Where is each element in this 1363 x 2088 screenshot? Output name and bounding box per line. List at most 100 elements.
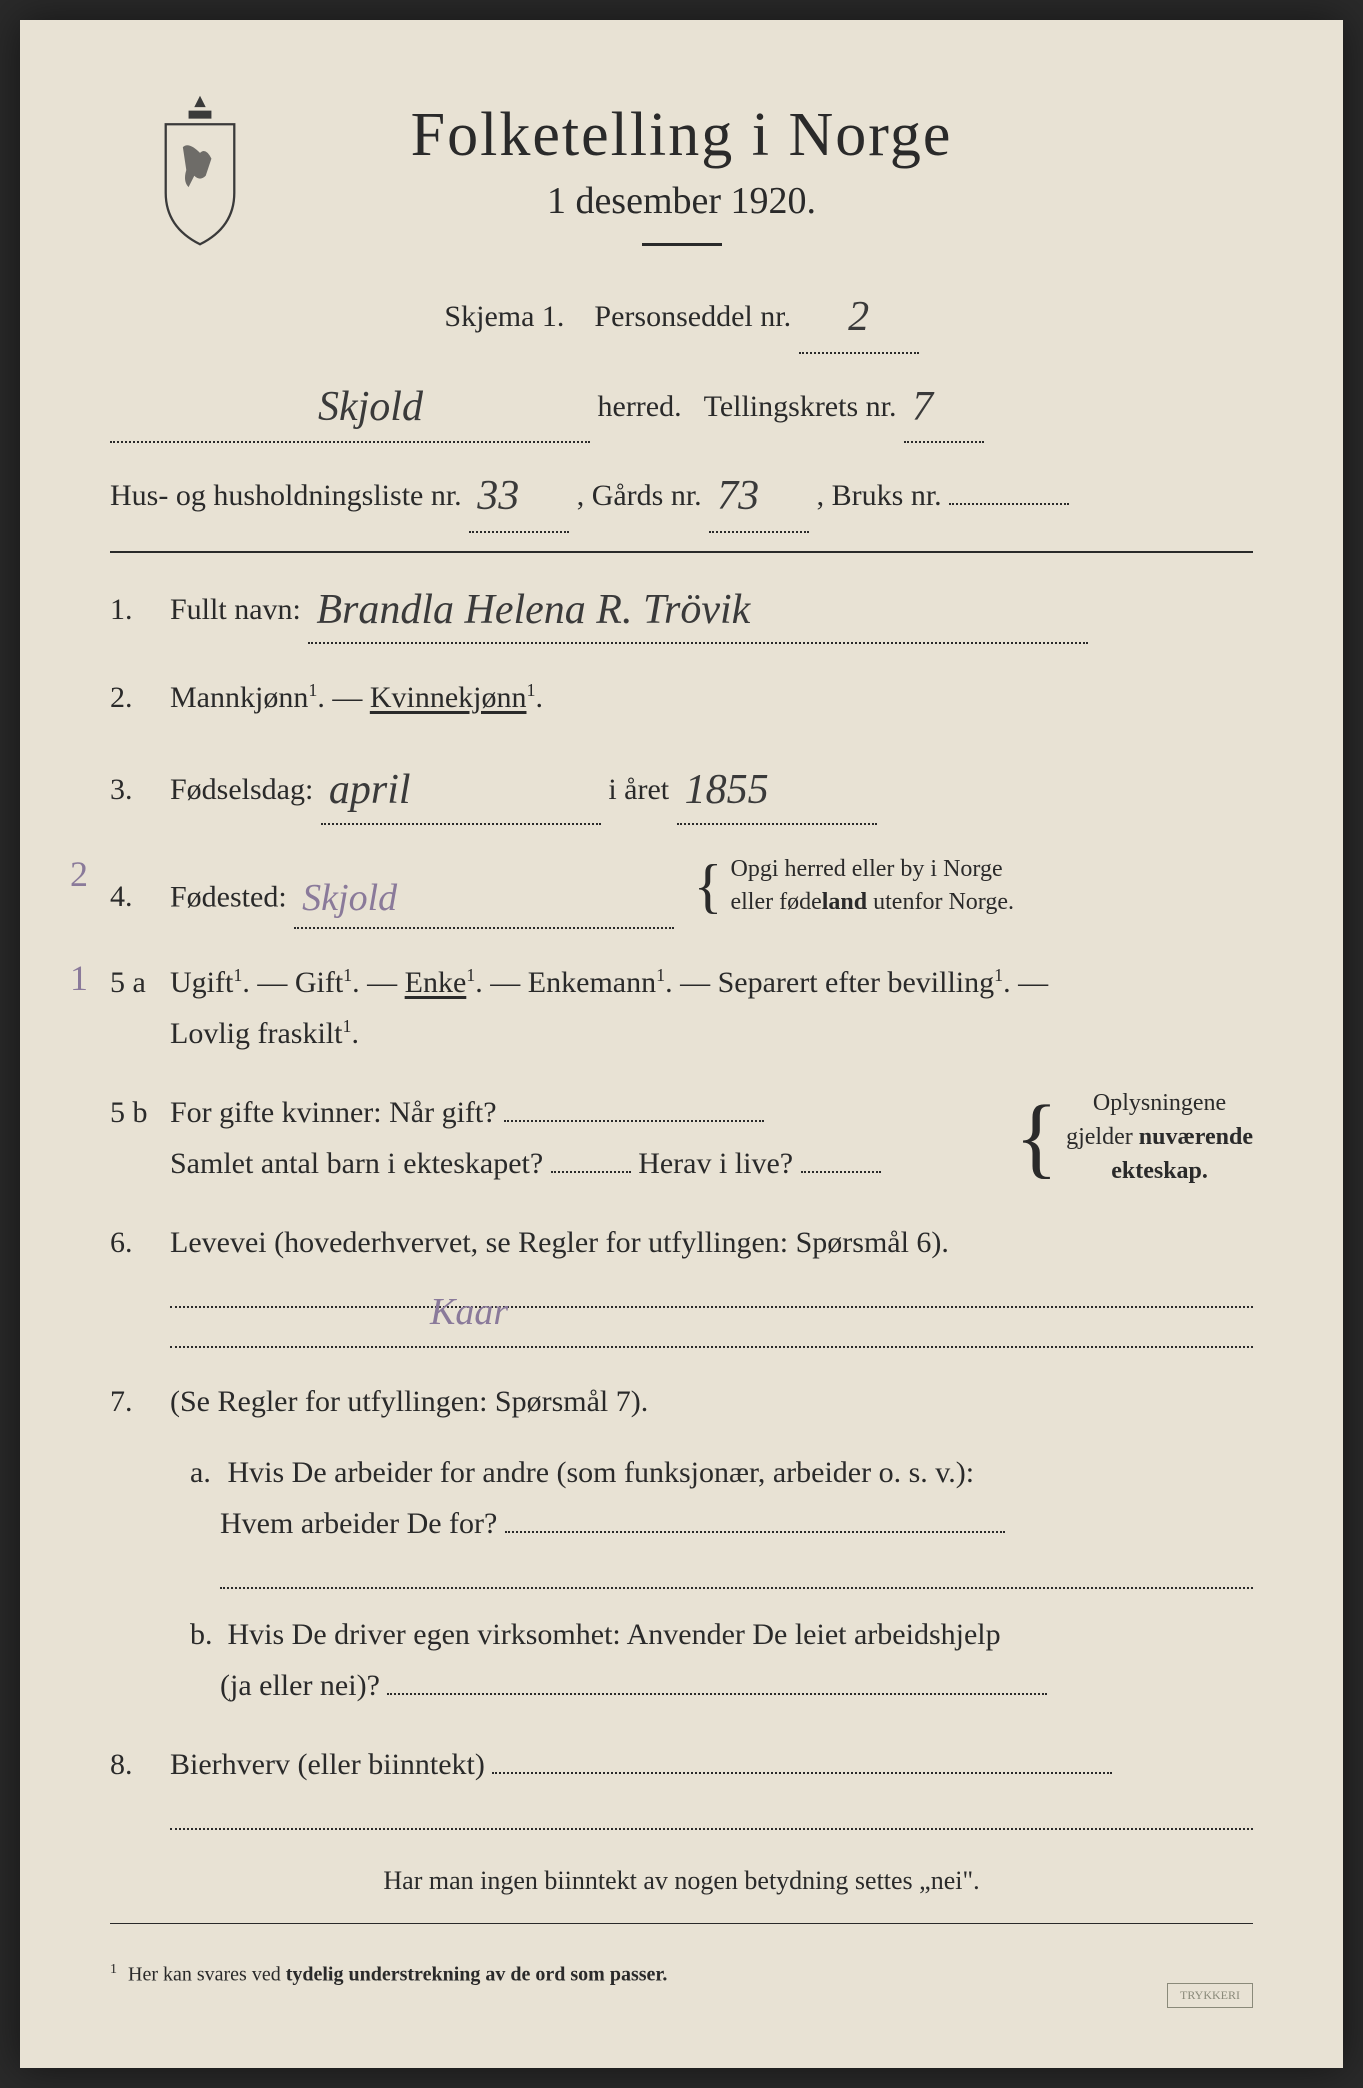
norwegian-crest-icon bbox=[140, 90, 260, 250]
q5b-samlet-label: Samlet antal barn i ekteskapet? bbox=[170, 1147, 543, 1180]
q4-note-bold: land bbox=[822, 889, 867, 915]
section-divider-1 bbox=[110, 551, 1253, 553]
q1-value: Brandla Helena R. Trövik bbox=[316, 587, 750, 633]
q5a-gift: Gift bbox=[295, 966, 343, 999]
herred-field: Skjold bbox=[110, 366, 590, 444]
tellingskrets-field: 7 bbox=[904, 366, 984, 444]
q7b-letter: b. bbox=[170, 1609, 220, 1660]
footnote-divider bbox=[110, 1923, 1253, 1924]
divider bbox=[642, 243, 722, 246]
q6-label: Levevei (hovederhvervet, se Regler for u… bbox=[170, 1226, 949, 1259]
herred-line: Skjold herred. Tellingskrets nr. 7 bbox=[110, 366, 1253, 444]
q3-day-value: april bbox=[329, 767, 411, 813]
q5a-margin-mark: 1 bbox=[70, 957, 88, 999]
q3-label: Fødselsdag: bbox=[170, 773, 313, 806]
question-8: 8. Bierhverv (eller biinntekt) bbox=[110, 1739, 1253, 1830]
q7-number: 7. bbox=[110, 1385, 170, 1419]
q2-number: 2. bbox=[110, 681, 170, 715]
husliste-label: Hus- og husholdningsliste nr. bbox=[110, 479, 462, 512]
q4-note-1: Opgi herred eller by i Norge bbox=[730, 856, 1002, 882]
question-2: 2. Mannkjønn1. — Kvinnekjønn1. bbox=[110, 672, 1253, 723]
q5b-note-bold: nuværende bbox=[1139, 1124, 1253, 1150]
footnote: 1 Her kan svares ved tydelig understrekn… bbox=[110, 1954, 1253, 1987]
bottom-note: Har man ingen biinntekt av nogen betydni… bbox=[110, 1858, 1253, 1905]
gards-value: 73 bbox=[717, 473, 759, 519]
q5b-note-2: gjelder bbox=[1066, 1124, 1139, 1150]
q5a-ugift: Ugift bbox=[170, 966, 233, 999]
q3-number: 3. bbox=[110, 773, 170, 807]
gards-label: , Gårds nr. bbox=[577, 479, 702, 512]
q5b-herav-field bbox=[801, 1171, 881, 1173]
bruks-label: , Bruks nr. bbox=[817, 479, 942, 512]
q2-kvinne: Kvinnekjønn bbox=[370, 681, 527, 714]
question-3: 3. Fødselsdag: april i året 1855 bbox=[110, 751, 1253, 824]
q5b-label: For gifte kvinner: Når gift? bbox=[170, 1096, 497, 1129]
q8-label: Bierhverv (eller biinntekt) bbox=[170, 1748, 485, 1781]
skjema-label: Skjema 1. bbox=[444, 300, 564, 333]
question-5a: 1 5 a Ugift1. — Gift1. — Enke1. — Enkema… bbox=[110, 957, 1253, 1059]
gards-field: 73 bbox=[709, 455, 809, 533]
skjema-line: Skjema 1. Personseddel nr. 2 bbox=[110, 276, 1253, 354]
personseddel-label: Personseddel nr. bbox=[594, 300, 791, 333]
personseddel-field: 2 bbox=[799, 276, 919, 354]
q4-value: Skjold bbox=[302, 877, 397, 919]
husliste-value: 33 bbox=[477, 473, 519, 519]
q4-note-2b: utenfor Norge. bbox=[867, 889, 1014, 915]
q4-note-2: eller føde bbox=[730, 889, 821, 915]
q1-label: Fullt navn: bbox=[170, 593, 301, 626]
husliste-line: Hus- og husholdningsliste nr. 33 , Gårds… bbox=[110, 455, 1253, 533]
printer-stamp: TRYKKERI bbox=[1167, 1983, 1253, 2008]
q4-label: Fødested: bbox=[170, 880, 287, 913]
q5b-note-container: { Oplysningene gjelder nuværende ekteska… bbox=[1015, 1087, 1253, 1188]
q7a-letter: a. bbox=[170, 1447, 220, 1498]
q5b-note-3: ekteskap. bbox=[1111, 1158, 1208, 1184]
question-4: 2 4. Fødested: Skjold { Opgi herred elle… bbox=[110, 853, 1253, 929]
q7a-field-2 bbox=[220, 1557, 1253, 1589]
document-title: Folketelling i Norge bbox=[110, 100, 1253, 171]
bruks-field bbox=[949, 503, 1069, 505]
tellingskrets-value: 7 bbox=[912, 384, 933, 430]
q7b-line1: Hvis De driver egen virksomhet: Anvender… bbox=[228, 1618, 1001, 1651]
q8-field bbox=[492, 1772, 1112, 1774]
question-7: 7. (Se Regler for utfyllingen: Spørsmål … bbox=[110, 1376, 1253, 1711]
q5a-separert: Separert efter bevilling bbox=[718, 966, 995, 999]
q6-field-1: Kaar bbox=[170, 1276, 1253, 1308]
question-6: 6. Levevei (hovederhvervet, se Regler fo… bbox=[110, 1217, 1253, 1348]
q7-label: (Se Regler for utfyllingen: Spørsmål 7). bbox=[170, 1385, 648, 1418]
q8-field-2 bbox=[170, 1798, 1253, 1830]
q4-note-container: { Opgi herred eller by i Norge eller fød… bbox=[694, 853, 1014, 920]
document-subtitle: 1 desember 1920. bbox=[110, 179, 1253, 223]
q7b-line2: (ja eller nei)? bbox=[170, 1669, 380, 1702]
q4-number: 4. bbox=[110, 880, 170, 914]
q7a-line1: Hvis De arbeider for andre (som funksjon… bbox=[228, 1456, 975, 1489]
q5a-number: 5 a bbox=[110, 966, 170, 1000]
question-1: 1. Fullt navn: Brandla Helena R. Trövik bbox=[110, 571, 1253, 644]
q4-field: Skjold bbox=[294, 862, 674, 929]
q7a-field bbox=[505, 1531, 1005, 1533]
q5b-herav-label: Herav i live? bbox=[638, 1147, 793, 1180]
q5b-number: 5 b bbox=[110, 1096, 170, 1130]
q3-year-value: 1855 bbox=[685, 767, 769, 813]
q6-value-1: Kaar bbox=[170, 1291, 508, 1333]
q5b-note-1: Oplysningene bbox=[1093, 1090, 1226, 1116]
husliste-field: 33 bbox=[469, 455, 569, 533]
tellingskrets-label: Tellingskrets nr. bbox=[704, 390, 897, 423]
q6-value-2 bbox=[170, 1331, 490, 1373]
herred-value: Skjold bbox=[118, 384, 423, 430]
q8-number: 8. bbox=[110, 1748, 170, 1782]
document-header: Folketelling i Norge 1 desember 1920. bbox=[110, 100, 1253, 246]
q3-day-field: april bbox=[321, 751, 601, 824]
herred-label: herred. bbox=[598, 390, 682, 423]
q5a-enke: Enke bbox=[405, 966, 467, 999]
q2-mann: Mannkjønn bbox=[170, 681, 308, 714]
q5b-gift-field bbox=[504, 1120, 764, 1122]
census-document: Folketelling i Norge 1 desember 1920. Sk… bbox=[20, 20, 1343, 2068]
q1-number: 1. bbox=[110, 593, 170, 627]
q5a-fraskilt: Lovlig fraskilt bbox=[170, 1017, 342, 1050]
personseddel-value: 2 bbox=[848, 294, 869, 340]
q7b-field bbox=[387, 1693, 1047, 1695]
footnote-text: Her kan svares ved tydelig understreknin… bbox=[128, 1963, 667, 1985]
q4-margin-mark: 2 bbox=[70, 853, 88, 895]
question-5b: 5 b For gifte kvinner: Når gift? Samlet … bbox=[110, 1087, 1253, 1189]
q7a-line2: Hvem arbeider De for? bbox=[170, 1507, 497, 1540]
